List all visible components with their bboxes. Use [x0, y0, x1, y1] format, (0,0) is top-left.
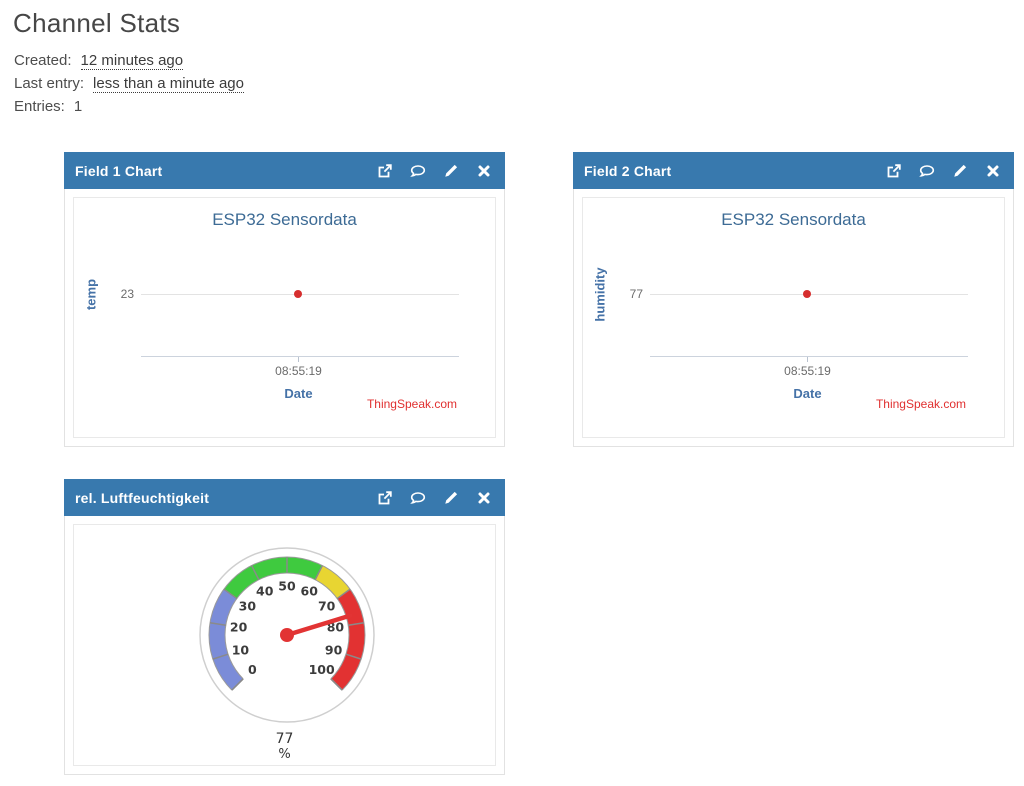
field1-panel-actions — [377, 163, 492, 179]
chart-title: ESP32 Sensordata — [212, 210, 357, 229]
x-axis-label: Date — [284, 386, 313, 401]
field1-chart-panel: Field 1 Chart ESP32 Sensordata temp 23 0… — [64, 152, 505, 447]
gauge-chart: 0 10 20 30 40 50 60 70 80 90 100 77 % — [73, 524, 496, 766]
svg-text:70: 70 — [318, 599, 336, 614]
svg-text:40: 40 — [256, 584, 274, 599]
field1-panel-title: Field 1 Chart — [75, 162, 163, 179]
close-icon[interactable] — [476, 163, 492, 179]
field2-chart-panel: Field 2 Chart ESP32 Sensordata humidity … — [573, 152, 1014, 447]
x-axis-tick: 08:55:19 — [275, 364, 322, 378]
svg-text:90: 90 — [325, 643, 343, 658]
edit-icon[interactable] — [952, 163, 968, 179]
external-link-icon[interactable] — [377, 163, 393, 179]
svg-text:60: 60 — [301, 584, 319, 599]
comment-icon[interactable] — [919, 163, 935, 179]
last-entry-value: less than a minute ago — [93, 75, 244, 93]
gauge-unit: % — [278, 747, 291, 762]
thingspeak-watermark[interactable]: ThingSpeak.com — [366, 397, 457, 411]
edit-icon[interactable] — [443, 163, 459, 179]
last-entry-label: Last entry: — [14, 75, 85, 92]
close-icon[interactable] — [476, 490, 492, 506]
thingspeak-watermark[interactable]: ThingSpeak.com — [875, 397, 966, 411]
entries-value: 1 — [73, 98, 83, 115]
entries-label: Entries: — [14, 98, 65, 115]
y-axis-tick: 23 — [120, 287, 134, 301]
x-axis-label: Date — [793, 386, 822, 401]
created-value: 12 minutes ago — [80, 52, 184, 70]
channel-stats: Created: 12 minutes ago Last entry: less t… — [14, 49, 244, 118]
x-axis-line — [141, 356, 459, 357]
data-point[interactable] — [294, 290, 302, 298]
svg-text:100: 100 — [309, 662, 335, 677]
field1-panel-body: ESP32 Sensordata temp 23 08:55:19 Date T… — [65, 189, 504, 446]
field2-panel-title: Field 2 Chart — [584, 162, 672, 179]
gauge-value: 77 — [275, 731, 294, 747]
field2-panel-header[interactable]: Field 2 Chart — [573, 152, 1014, 189]
svg-text:20: 20 — [230, 620, 248, 635]
svg-text:50: 50 — [278, 578, 296, 593]
x-tick-mark — [807, 357, 808, 362]
y-axis-tick: 77 — [629, 287, 643, 301]
field2-panel-actions — [886, 163, 1001, 179]
edit-icon[interactable] — [443, 490, 459, 506]
svg-text:30: 30 — [239, 599, 257, 614]
gauge-panel-title: rel. Luftfeuchtigkeit — [75, 489, 210, 506]
created-label: Created: — [14, 52, 72, 69]
field2-chart: ESP32 Sensordata humidity 77 08:55:19 Da… — [582, 197, 1005, 438]
external-link-icon[interactable] — [886, 163, 902, 179]
x-tick-mark — [298, 357, 299, 362]
last-entry-row: Last entry: less than a minute ago — [14, 72, 244, 95]
chart-title: ESP32 Sensordata — [721, 210, 866, 229]
gauge-panel-actions — [377, 490, 492, 506]
data-point[interactable] — [803, 290, 811, 298]
field1-chart: ESP32 Sensordata temp 23 08:55:19 Date T… — [73, 197, 496, 438]
field1-panel-header[interactable]: Field 1 Chart — [64, 152, 505, 189]
created-row: Created: 12 minutes ago — [14, 49, 244, 72]
gauge-panel-header[interactable]: rel. Luftfeuchtigkeit — [64, 479, 505, 516]
comment-icon[interactable] — [410, 490, 426, 506]
entries-row: Entries: 1 — [14, 95, 244, 118]
svg-text:0: 0 — [248, 662, 257, 677]
svg-text:10: 10 — [232, 643, 250, 658]
x-axis-line — [650, 356, 968, 357]
field2-panel-body: ESP32 Sensordata humidity 77 08:55:19 Da… — [574, 189, 1013, 446]
close-icon[interactable] — [985, 163, 1001, 179]
gauge-panel: rel. Luftfeuchtigkeit 0 10 20 30 40 50 60 70 80 9… — [64, 479, 505, 775]
gauge-panel-body: 0 10 20 30 40 50 60 70 80 90 100 77 % — [65, 516, 504, 774]
external-link-icon[interactable] — [377, 490, 393, 506]
gauge-dial: 0 10 20 30 40 50 60 70 80 90 100 — [74, 525, 495, 732]
page-title: Channel Stats — [13, 8, 181, 38]
x-axis-tick: 08:55:19 — [784, 364, 831, 378]
comment-icon[interactable] — [410, 163, 426, 179]
